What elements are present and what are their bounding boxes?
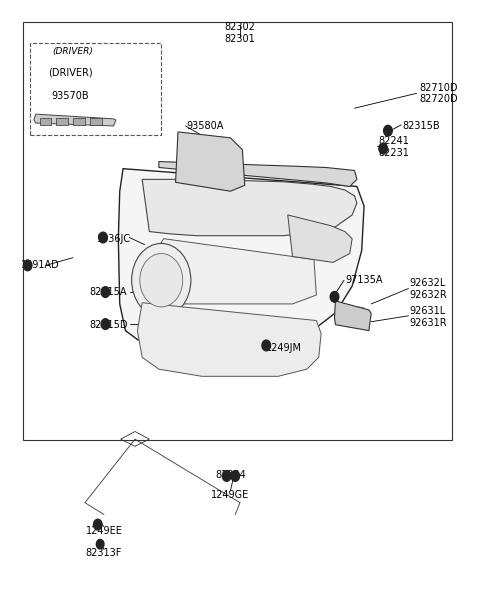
Text: (DRIVER): (DRIVER): [52, 47, 94, 56]
Bar: [30, 43, 161, 135]
Text: 82315D: 82315D: [90, 319, 128, 330]
Text: 1249EE: 1249EE: [85, 526, 122, 536]
Circle shape: [384, 125, 392, 136]
Bar: [90, 117, 102, 125]
Text: 1249JM: 1249JM: [266, 343, 302, 353]
Text: 82315A: 82315A: [90, 287, 127, 297]
Circle shape: [24, 260, 32, 271]
Polygon shape: [137, 303, 321, 376]
Bar: [73, 117, 85, 125]
Polygon shape: [176, 132, 245, 191]
Text: 93570B: 93570B: [52, 91, 89, 101]
Text: 92632L
92632R: 92632L 92632R: [409, 278, 447, 300]
Text: 1249GE: 1249GE: [211, 490, 250, 500]
Polygon shape: [335, 301, 371, 331]
Text: 82313F: 82313F: [86, 548, 122, 558]
Text: 82241
82231: 82241 82231: [378, 136, 409, 157]
Bar: [39, 117, 51, 125]
Circle shape: [222, 471, 231, 482]
Text: 82302
82301: 82302 82301: [225, 22, 255, 44]
Bar: [23, 22, 452, 440]
Circle shape: [94, 519, 102, 530]
Polygon shape: [147, 238, 316, 304]
Text: 97135A: 97135A: [345, 275, 383, 285]
Text: 81244: 81244: [215, 470, 246, 480]
Circle shape: [262, 340, 271, 351]
Circle shape: [231, 471, 240, 482]
Circle shape: [101, 287, 110, 297]
Text: 92631L
92631R: 92631L 92631R: [409, 306, 447, 328]
Text: (DRIVER): (DRIVER): [48, 67, 93, 77]
Bar: [56, 117, 68, 125]
Polygon shape: [34, 114, 116, 126]
Circle shape: [330, 291, 339, 302]
Polygon shape: [142, 179, 357, 235]
Polygon shape: [159, 162, 357, 187]
Circle shape: [96, 539, 104, 549]
Circle shape: [99, 232, 108, 243]
Polygon shape: [288, 215, 352, 262]
Circle shape: [140, 253, 183, 307]
Text: 1491AD: 1491AD: [21, 260, 59, 271]
Text: 1336JC: 1336JC: [97, 234, 131, 244]
Text: 93580A: 93580A: [187, 121, 224, 131]
Polygon shape: [118, 169, 364, 348]
Text: 82710D
82720D: 82710D 82720D: [419, 82, 457, 104]
Circle shape: [379, 143, 387, 154]
Circle shape: [132, 243, 191, 317]
Text: 82315B: 82315B: [402, 121, 440, 131]
Circle shape: [101, 319, 110, 330]
